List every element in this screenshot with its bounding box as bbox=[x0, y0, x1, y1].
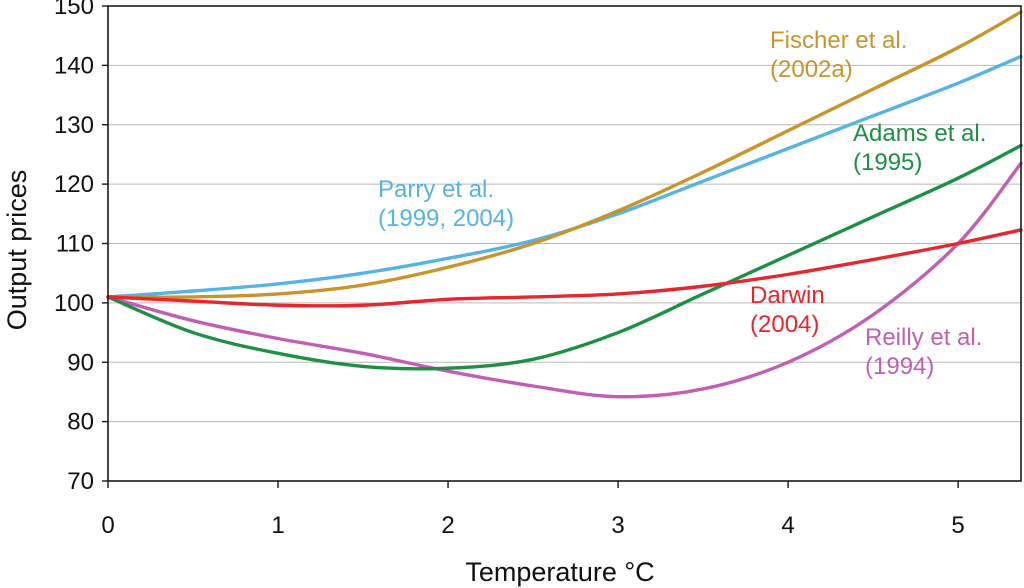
series-line bbox=[106, 54, 1023, 299]
y-tick-label: 140 bbox=[54, 52, 94, 79]
y-axis-ticks: 70 80 90 100 110 120 130 140 150 bbox=[54, 0, 108, 495]
x-tick-label: 0 bbox=[101, 512, 114, 539]
y-tick-label: 130 bbox=[54, 112, 94, 139]
series-line bbox=[106, 161, 1023, 399]
y-tick-label: 80 bbox=[67, 409, 94, 436]
gridlines bbox=[108, 64, 1021, 423]
y-axis-title: Output prices bbox=[2, 170, 32, 331]
series-labels: Fischer et al.(2002a) Parry et al.(1999, … bbox=[378, 27, 986, 380]
series-label: (2002a) bbox=[770, 56, 853, 83]
y-tick-label: 100 bbox=[54, 290, 94, 317]
y-tick-label: 120 bbox=[54, 171, 94, 198]
series-label: (1994) bbox=[865, 353, 934, 380]
x-axis-title: Temperature °C bbox=[465, 557, 654, 587]
x-tick-label: 4 bbox=[781, 512, 794, 539]
y-tick-label: 150 bbox=[54, 0, 94, 20]
x-tick-label: 2 bbox=[441, 512, 454, 539]
series-label: Darwin bbox=[750, 282, 825, 309]
series-lines bbox=[106, 10, 1023, 399]
series-label: Fischer et al. bbox=[770, 27, 907, 54]
series-label: Parry et al. bbox=[378, 176, 494, 203]
x-tick-label: 5 bbox=[951, 512, 964, 539]
y-tick-label: 70 bbox=[67, 468, 94, 495]
x-axis-ticks: 0 1 2 3 4 5 bbox=[101, 481, 965, 539]
series-line bbox=[106, 143, 1023, 371]
series-label: (2004) bbox=[750, 311, 819, 338]
x-tick-label: 1 bbox=[271, 512, 284, 539]
series-label: Adams et al. bbox=[853, 120, 986, 147]
y-tick-label: 110 bbox=[56, 231, 94, 258]
series-line bbox=[106, 228, 1023, 308]
y-tick-label: 90 bbox=[67, 349, 94, 376]
series-line bbox=[106, 10, 1023, 299]
series-label: (1995) bbox=[853, 149, 922, 176]
series-label: Reilly et al. bbox=[865, 324, 982, 351]
series-label: (1999, 2004) bbox=[378, 205, 514, 232]
x-tick-label: 3 bbox=[611, 512, 624, 539]
